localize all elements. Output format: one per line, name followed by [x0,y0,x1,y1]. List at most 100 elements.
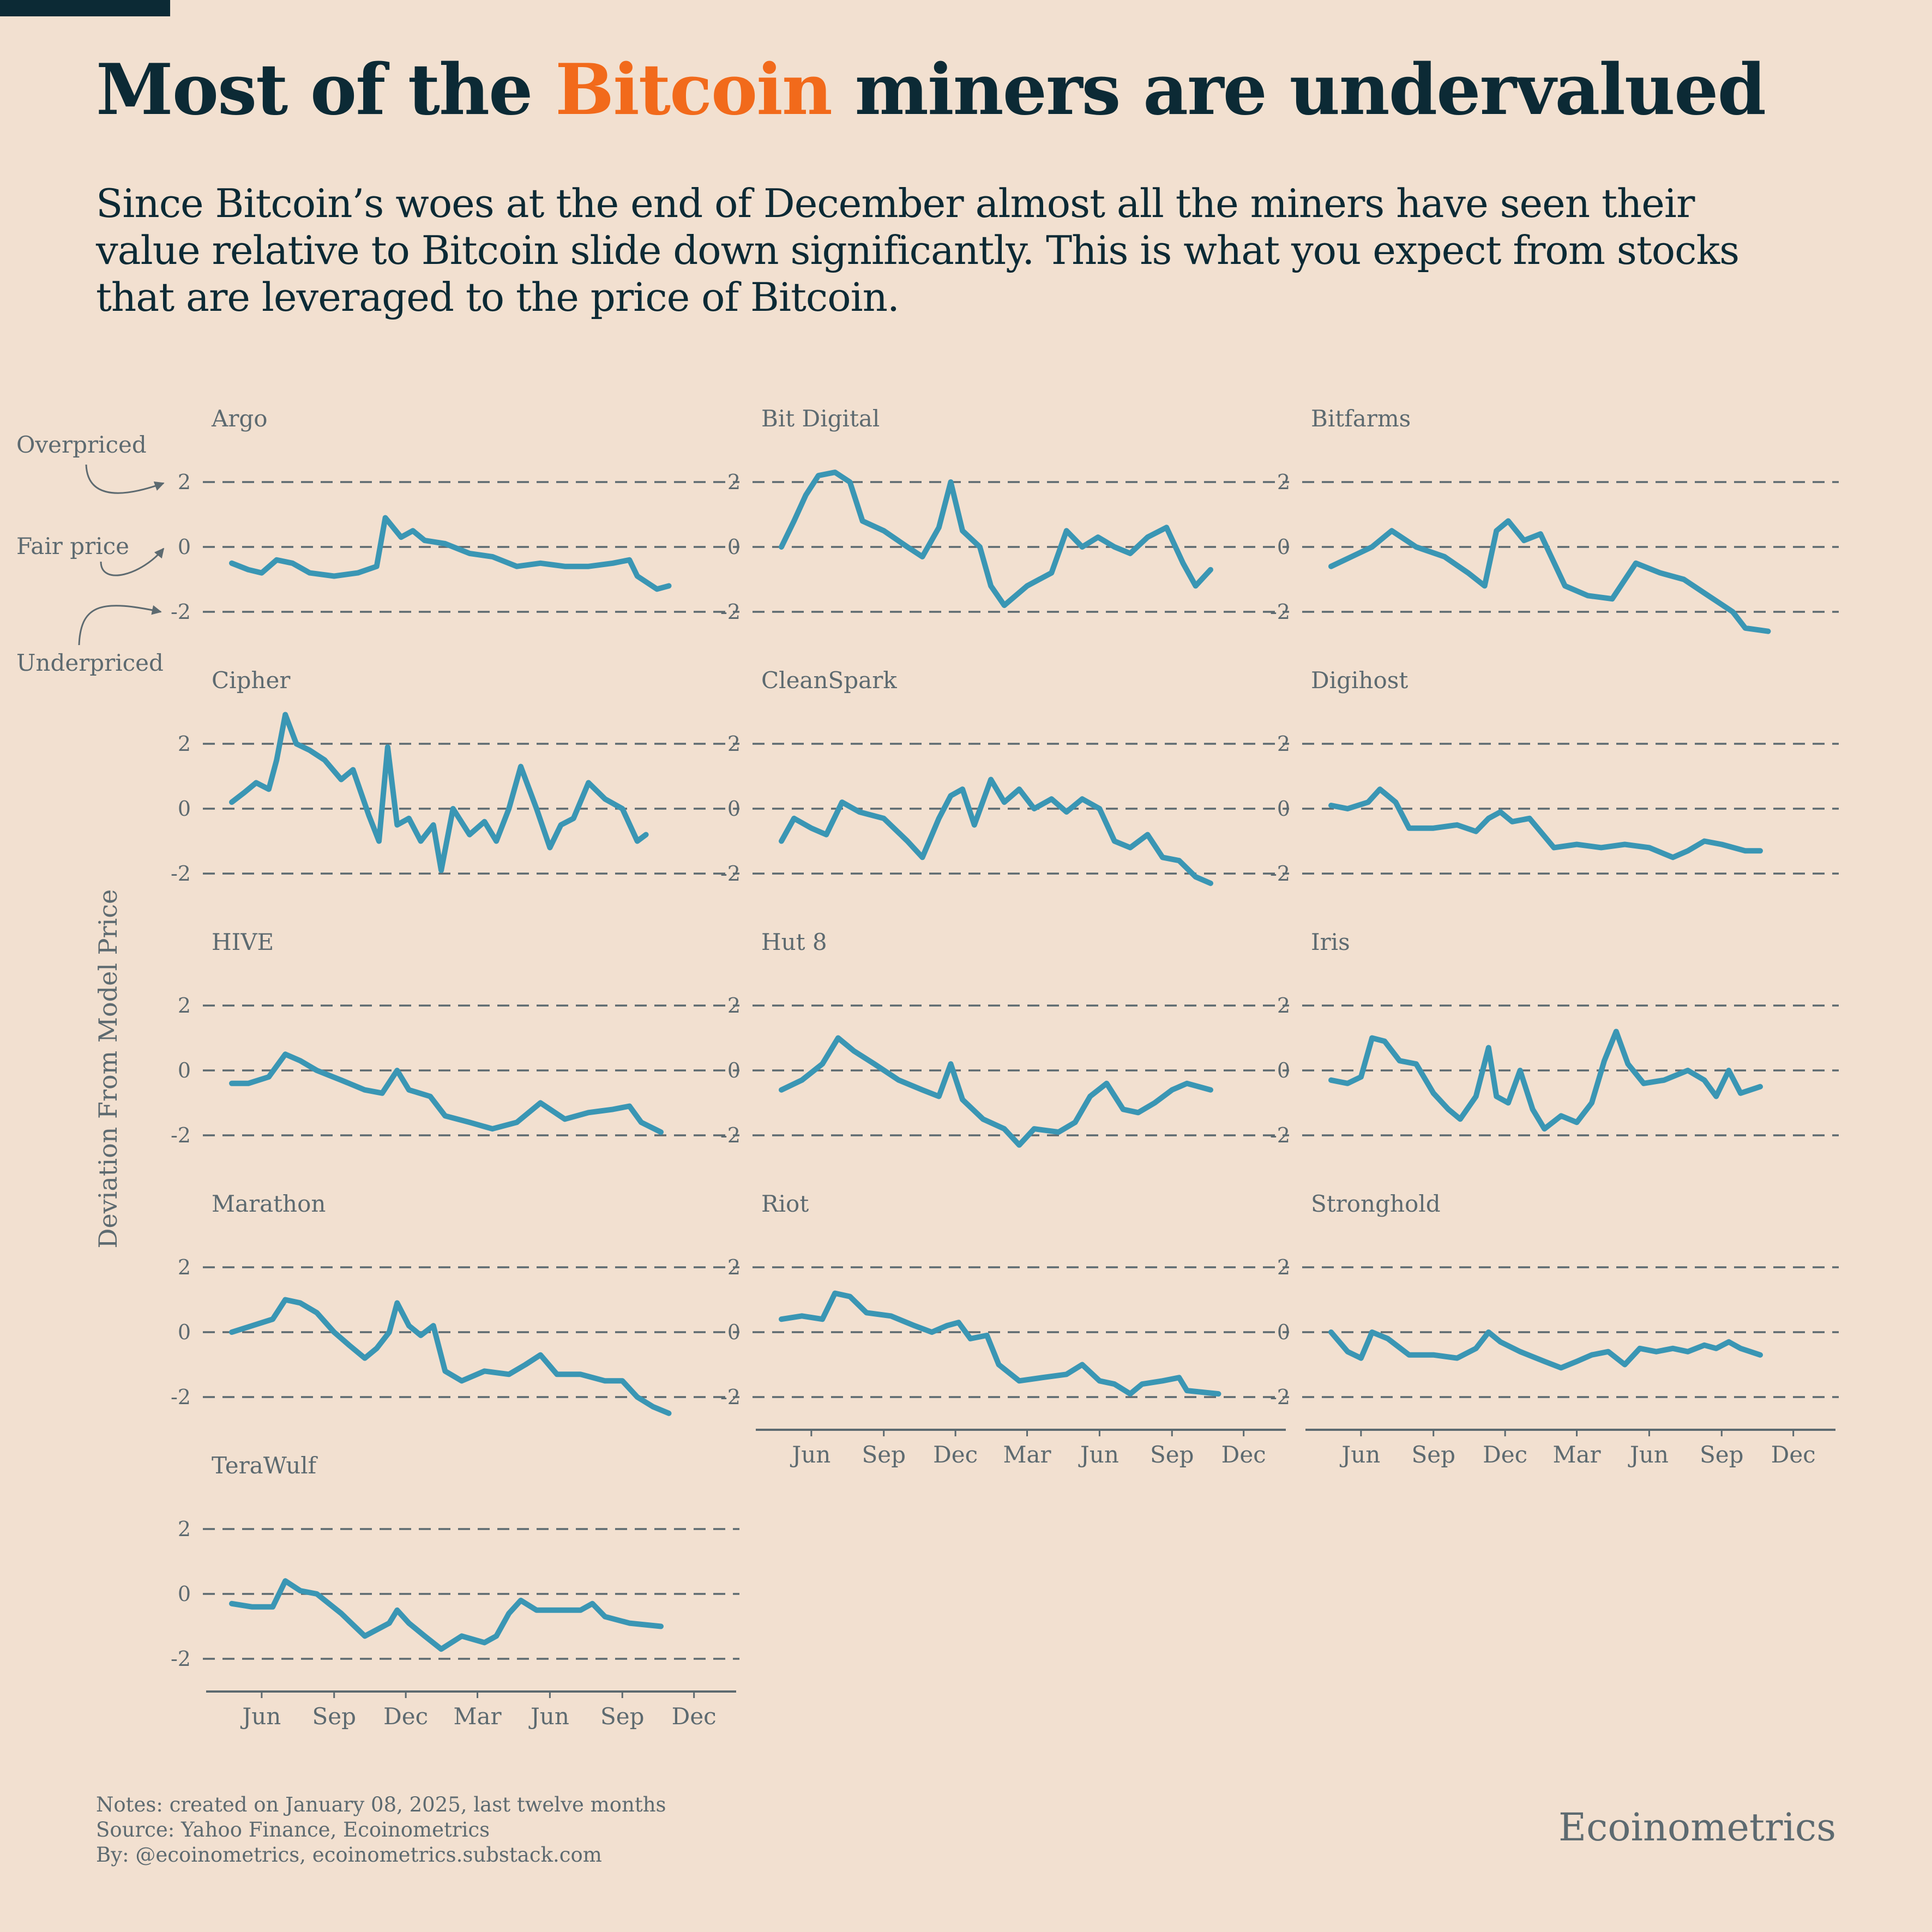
x-tick-label-riot-1: Sep [862,1441,906,1468]
y-tick-label-terawulf-0: -2 [171,1647,191,1671]
overpriced-arrow [85,464,165,494]
series-line-terawulf [229,1578,664,1652]
y-tick-label-hive-2: 2 [178,994,191,1018]
legend-annotations: Overpriced Fair price Underpriced [16,431,165,676]
panel-title-hive: HIVE [212,929,274,955]
series-line-marathon [229,1297,672,1416]
y-tick-label-argo-1: 0 [178,535,191,559]
title-part-2: miners are undervalued [831,49,1766,131]
panel-title-hut-8: Hut 8 [761,929,827,955]
title-part-1: Most of the [96,49,555,131]
panel-title-terawulf: TeraWulf [212,1452,318,1479]
y-tick-label-cipher-1: 0 [178,797,191,821]
underpriced-arrow [78,605,162,646]
footer-notes: Notes: created on January 08, 2025, last… [96,1792,666,1868]
x-tick-label-stronghold-2: Dec [1483,1441,1527,1468]
y-tick-label-bitfarms-1: 0 [1277,535,1290,559]
x-tick-label-terawulf-6: Dec [672,1703,717,1730]
y-tick-label-argo-0: -2 [171,600,191,624]
x-tick-label-terawulf-1: Sep [312,1703,356,1730]
corner-accent-bar [0,0,170,16]
panel-bitfarms: Bitfarms -2 0 2 [1270,405,1839,634]
fair-price-arrow [100,547,165,576]
series-line-riot [779,1290,1221,1397]
x-tick-label-terawulf-2: Dec [383,1703,428,1730]
y-tick-label-riot-0: -2 [720,1385,741,1409]
title-highlight: Bitcoin [555,49,833,131]
series-line-stronghold [1328,1329,1763,1371]
panel-iris: Iris -2 0 2 [1270,929,1839,1147]
y-tick-label-riot-1: 0 [727,1320,741,1344]
fair-price-annotation: Fair price [16,533,129,559]
series-line-bit-digital [779,470,1213,609]
note-by: By: @ecoinometrics, ecoinometrics.substa… [96,1843,602,1867]
panel-bit-digital: Bit Digital -2 0 2 [720,405,1289,624]
x-tick-label-riot-4: Jun [1078,1441,1119,1468]
underpriced-annotation: Underpriced [16,649,164,676]
x-tick-label-stronghold-6: Dec [1771,1441,1816,1468]
x-tick-label-stronghold-3: Mar [1552,1441,1601,1468]
x-tick-label-stronghold-4: Jun [1628,1441,1669,1468]
chart-subtitle: Since Bitcoin’s woes at the end of Decem… [96,180,1740,320]
y-tick-label-cipher-0: -2 [171,862,191,886]
panel-stronghold: Stronghold -2 0 2 Jun Sep Dec Mar Jun Sep Dec [1270,1190,1839,1468]
panel-title-marathon: Marathon [212,1190,326,1217]
chart-title: Most of the Bitcoin miners are undervalu… [96,44,1766,136]
y-tick-label-argo-2: 2 [178,470,191,494]
y-tick-label-iris-1: 0 [1277,1058,1290,1082]
y-tick-label-bit-digital-2: 2 [727,470,741,494]
series-line-argo [229,515,672,592]
series-line-cleanspark [779,777,1213,886]
series-line-hive [229,1051,664,1135]
panel-digihost: Digihost -2 0 2 [1270,667,1839,886]
panel-terawulf: TeraWulf -2 0 2 Jun Sep Dec Mar Jun Sep Dec [171,1452,739,1730]
y-tick-label-hut-8-1: 0 [727,1058,741,1082]
panel-argo: Argo -2 0 2 [171,405,739,624]
x-tick-label-terawulf-0: Jun [240,1703,281,1730]
panel-title-stronghold: Stronghold [1311,1190,1441,1217]
y-tick-label-digihost-2: 2 [1277,732,1290,756]
x-tick-label-terawulf-5: Sep [600,1703,645,1730]
x-tick-label-stronghold-0: Jun [1339,1441,1380,1468]
x-tick-label-riot-2: Dec [933,1441,978,1468]
panel-title-riot: Riot [761,1190,809,1217]
y-tick-label-hive-0: -2 [171,1123,191,1147]
panel-marathon: Marathon -2 0 2 [171,1190,739,1416]
y-tick-label-cleanspark-2: 2 [727,732,741,756]
y-tick-label-hut-8-2: 2 [727,994,741,1018]
y-tick-label-riot-2: 2 [727,1255,741,1279]
panel-hut-8: Hut 8 -2 0 2 [720,929,1289,1148]
panel-title-iris: Iris [1311,929,1350,955]
panel-title-bit-digital: Bit Digital [761,405,880,432]
x-tick-label-terawulf-4: Jun [528,1703,569,1730]
series-line-hut-8 [779,1035,1213,1148]
series-line-iris [1328,1028,1763,1132]
x-tick-label-stronghold-5: Sep [1700,1441,1744,1468]
y-axis-label: Deviation From Model Price [93,889,123,1249]
x-tick-label-riot-5: Sep [1150,1441,1194,1468]
y-tick-label-terawulf-2: 2 [178,1517,191,1541]
x-tick-label-riot-0: Jun [790,1441,830,1468]
series-line-bitfarms [1328,518,1771,634]
panel-riot: Riot -2 0 2 Jun Sep Dec Mar Jun Sep Dec [720,1190,1289,1468]
y-tick-label-hive-1: 0 [178,1058,191,1082]
x-tick-label-riot-3: Mar [1003,1441,1051,1468]
x-tick-label-terawulf-3: Mar [453,1703,502,1730]
overpriced-annotation: Overpriced [16,431,147,458]
panel-cipher: Cipher -2 0 2 [171,667,739,886]
brand-logo-text: Ecoinometrics [1558,1805,1836,1850]
y-tick-label-marathon-2: 2 [178,1255,191,1279]
y-tick-label-digihost-0: -2 [1270,862,1290,886]
y-tick-label-cleanspark-0: -2 [720,862,741,886]
y-tick-label-hut-8-0: -2 [720,1123,741,1147]
series-line-cipher [229,712,649,873]
panel-title-bitfarms: Bitfarms [1311,405,1411,432]
panel-title-cleanspark: CleanSpark [761,667,897,694]
y-tick-label-bit-digital-0: -2 [720,600,741,624]
y-tick-label-stronghold-0: -2 [1270,1385,1290,1409]
panel-title-digihost: Digihost [1311,667,1408,694]
y-tick-label-iris-0: -2 [1270,1123,1290,1147]
y-tick-label-stronghold-1: 0 [1277,1320,1290,1344]
